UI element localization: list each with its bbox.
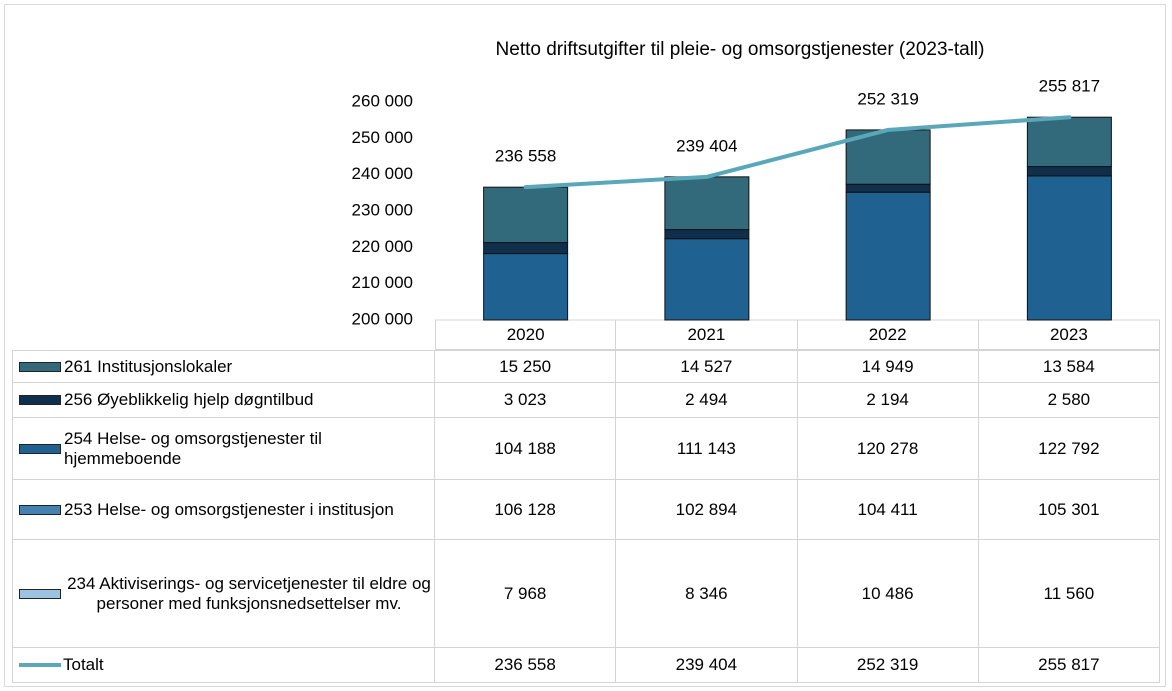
bar-segment xyxy=(1026,175,1112,321)
bar-segment xyxy=(664,229,750,240)
table-header: 2023 xyxy=(978,320,1160,350)
table-cell: 8 346 xyxy=(616,540,798,648)
table-cell: 2 494 xyxy=(616,383,798,418)
table-cell: 122 792 xyxy=(978,418,1160,480)
table-cell: 252 319 xyxy=(797,648,979,683)
table-header: 2020 xyxy=(435,320,617,350)
table-cell: 105 301 xyxy=(978,480,1160,540)
table-cell: 239 404 xyxy=(616,648,798,683)
data-label: 236 558 xyxy=(495,147,556,166)
bar-segment xyxy=(1026,166,1112,177)
bar-segment xyxy=(483,242,569,255)
table-cell: 120 278 xyxy=(797,418,979,480)
bar-segment xyxy=(845,183,931,193)
legend-cell: 234 Aktiviserings- og servicetjenester t… xyxy=(12,540,435,648)
y-tick-label: 210 000 xyxy=(352,273,413,292)
y-tick-label: 240 000 xyxy=(352,164,413,183)
table-cell: 111 143 xyxy=(616,418,798,480)
bar-segment xyxy=(483,186,569,244)
table-cell: 15 250 xyxy=(435,350,617,383)
table-cell: 14 949 xyxy=(797,350,979,383)
legend-swatch xyxy=(19,663,61,667)
y-tick-label: 260 000 xyxy=(352,91,413,110)
legend-swatch xyxy=(19,504,61,515)
legend-cell: 254 Helse- og omsorgstjenester til hjemm… xyxy=(12,418,435,480)
table-cell: 236 558 xyxy=(435,648,617,683)
table-cell: 11 560 xyxy=(978,540,1160,648)
table-cell: 102 894 xyxy=(616,480,798,540)
legend-cell: 253 Helse- og omsorgstjenester i institu… xyxy=(12,480,435,540)
table-cell: 7 968 xyxy=(435,540,617,648)
data-label: 252 319 xyxy=(857,89,918,108)
bar-segment xyxy=(483,253,569,321)
table-cell: 10 486 xyxy=(797,540,979,648)
legend-label: Totalt xyxy=(63,655,104,674)
legend-swatch xyxy=(19,443,61,454)
y-tick-label: 230 000 xyxy=(352,200,413,219)
table-cell: 14 527 xyxy=(616,350,798,383)
legend-label: 261 Institusjonslokaler xyxy=(64,356,233,376)
table-cell: 104 188 xyxy=(435,418,617,480)
table-cell: 3 023 xyxy=(435,383,617,418)
y-tick-label: 200 000 xyxy=(352,309,413,328)
y-tick-label: 250 000 xyxy=(352,128,413,147)
table-cell: 2 580 xyxy=(978,383,1160,418)
legend-label: 256 Øyeblikkelig hjelp døgntilbud xyxy=(64,390,314,409)
data-label: 255 817 xyxy=(1039,77,1100,96)
chart-title: Netto driftsutgifter til pleie- og omsor… xyxy=(496,39,985,60)
frame xyxy=(4,4,1166,687)
legend-label: 254 Helse- og omsorgstjenester til hjemm… xyxy=(64,428,322,468)
table-header: 2021 xyxy=(616,320,798,350)
bar-segment xyxy=(845,191,931,321)
bar-segment xyxy=(845,129,931,185)
table-cell: 104 411 xyxy=(797,480,979,540)
data-label: 239 404 xyxy=(676,136,737,155)
legend-cell: Totalt xyxy=(12,648,435,683)
table-cell: 13 584 xyxy=(978,350,1160,383)
legend-label: 253 Helse- og omsorgstjenester i institu… xyxy=(64,499,394,519)
legend-label: 234 Aktiviserings- og servicetjenester t… xyxy=(67,573,431,613)
legend-swatch xyxy=(19,588,61,599)
legend-cell: 261 Institusjonslokaler xyxy=(12,350,435,383)
table-header: 2022 xyxy=(797,320,979,350)
bar-segment xyxy=(1026,116,1112,168)
table-cell: 106 128 xyxy=(435,480,617,540)
table-cell: 255 817 xyxy=(978,648,1160,683)
legend-cell: 256 Øyeblikkelig hjelp døgntilbud xyxy=(12,383,435,418)
bar-segment xyxy=(664,238,750,321)
table-cell: 2 194 xyxy=(797,383,979,418)
total-line xyxy=(523,115,1072,190)
legend-swatch xyxy=(19,361,61,372)
y-tick-label: 220 000 xyxy=(352,237,413,256)
legend-swatch xyxy=(19,395,61,405)
bar-segment xyxy=(664,176,750,231)
